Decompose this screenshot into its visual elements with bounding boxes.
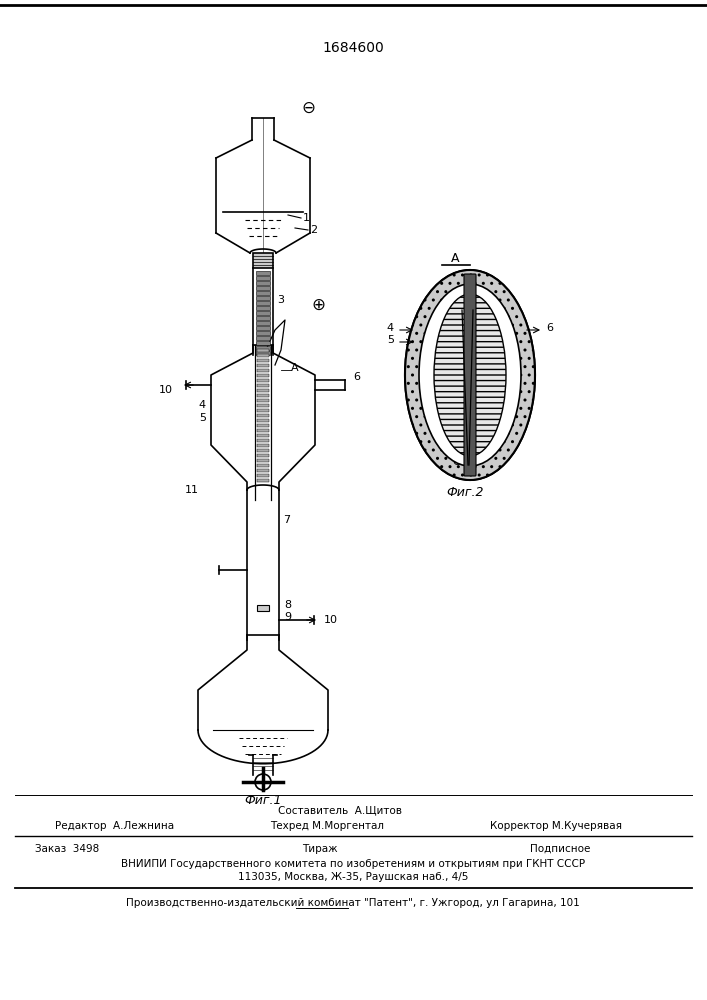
- Text: Составитель  А.Щитов: Составитель А.Щитов: [278, 805, 402, 815]
- Bar: [256, 321, 270, 325]
- Bar: [256, 281, 270, 285]
- Bar: [257, 414, 269, 417]
- Text: 1: 1: [303, 213, 310, 223]
- Bar: [257, 368, 269, 372]
- Bar: [256, 291, 270, 295]
- FancyBboxPatch shape: [253, 253, 273, 268]
- Bar: [257, 474, 269, 477]
- Bar: [257, 393, 269, 397]
- Text: ⊕: ⊕: [311, 296, 325, 314]
- Text: Производственно-издательский комбинат "Патент", г. Ужгород, ул Гагарина, 101: Производственно-издательский комбинат "П…: [126, 898, 580, 908]
- Bar: [256, 336, 270, 340]
- Circle shape: [255, 774, 271, 790]
- Bar: [257, 454, 269, 457]
- Text: ⊖: ⊖: [301, 99, 315, 117]
- Bar: [257, 408, 269, 412]
- Polygon shape: [198, 635, 328, 764]
- Text: 10: 10: [159, 385, 173, 395]
- Bar: [257, 363, 269, 367]
- Text: Cl₂: Cl₂: [452, 457, 468, 467]
- Text: Заказ  3498: Заказ 3498: [35, 844, 99, 854]
- Bar: [257, 468, 269, 472]
- Bar: [256, 286, 270, 290]
- Text: 2: 2: [310, 225, 317, 235]
- Bar: [256, 296, 270, 300]
- Bar: [257, 373, 269, 377]
- Text: 11: 11: [185, 485, 199, 495]
- Bar: [257, 448, 269, 452]
- Bar: [256, 271, 270, 275]
- Text: ВНИИПИ Государственного комитета по изобретениям и открытиям при ГКНТ СССР: ВНИИПИ Государственного комитета по изоб…: [121, 859, 585, 869]
- Bar: [256, 341, 270, 345]
- Bar: [257, 464, 269, 467]
- Text: Техред М.Моргентал: Техред М.Моргентал: [270, 821, 384, 831]
- Bar: [257, 378, 269, 382]
- Text: Корректор М.Кучерявая: Корректор М.Кучерявая: [490, 821, 622, 831]
- Text: A: A: [451, 251, 460, 264]
- Bar: [257, 444, 269, 447]
- Bar: [256, 326, 270, 330]
- Text: 3: 3: [277, 295, 284, 305]
- Ellipse shape: [419, 284, 521, 466]
- Text: Редактор  А.Лежнина: Редактор А.Лежнина: [55, 821, 174, 831]
- Text: 1684600: 1684600: [322, 41, 384, 55]
- Bar: [256, 316, 270, 320]
- Bar: [256, 306, 270, 310]
- Bar: [257, 354, 269, 357]
- Bar: [256, 346, 270, 350]
- Polygon shape: [216, 118, 310, 253]
- Text: Фиг.1: Фиг.1: [244, 794, 282, 806]
- Text: Подписное: Подписное: [530, 844, 590, 854]
- Text: 7: 7: [283, 515, 290, 525]
- Text: 113035, Москва, Ж-35, Раушская наб., 4/5: 113035, Москва, Ж-35, Раушская наб., 4/5: [238, 872, 468, 882]
- Bar: [257, 458, 269, 462]
- Text: A: A: [291, 363, 298, 373]
- Bar: [257, 438, 269, 442]
- Bar: [256, 311, 270, 315]
- Bar: [257, 403, 269, 407]
- Bar: [256, 276, 270, 280]
- Text: 4: 4: [387, 323, 394, 333]
- Text: 9: 9: [284, 612, 291, 622]
- Ellipse shape: [405, 270, 535, 480]
- FancyBboxPatch shape: [257, 605, 269, 611]
- FancyBboxPatch shape: [464, 274, 476, 476]
- Text: 5: 5: [387, 335, 394, 345]
- Bar: [257, 359, 269, 362]
- Polygon shape: [211, 345, 315, 490]
- Bar: [257, 424, 269, 427]
- Bar: [257, 398, 269, 402]
- Ellipse shape: [405, 270, 535, 480]
- Text: 6: 6: [546, 323, 553, 333]
- Text: Фиг.2: Фиг.2: [446, 486, 484, 498]
- Bar: [257, 479, 269, 482]
- Text: 10: 10: [324, 615, 338, 625]
- Text: 8: 8: [284, 600, 291, 610]
- Text: Тираж: Тираж: [302, 844, 338, 854]
- Bar: [256, 301, 270, 305]
- Bar: [256, 331, 270, 335]
- Ellipse shape: [434, 294, 506, 456]
- Text: 5: 5: [199, 413, 206, 423]
- Bar: [257, 428, 269, 432]
- Text: 6: 6: [353, 372, 360, 382]
- Bar: [257, 434, 269, 437]
- Bar: [256, 351, 270, 355]
- Bar: [257, 388, 269, 392]
- Bar: [257, 418, 269, 422]
- Bar: [257, 383, 269, 387]
- Text: 4: 4: [199, 400, 206, 410]
- Bar: [257, 349, 269, 352]
